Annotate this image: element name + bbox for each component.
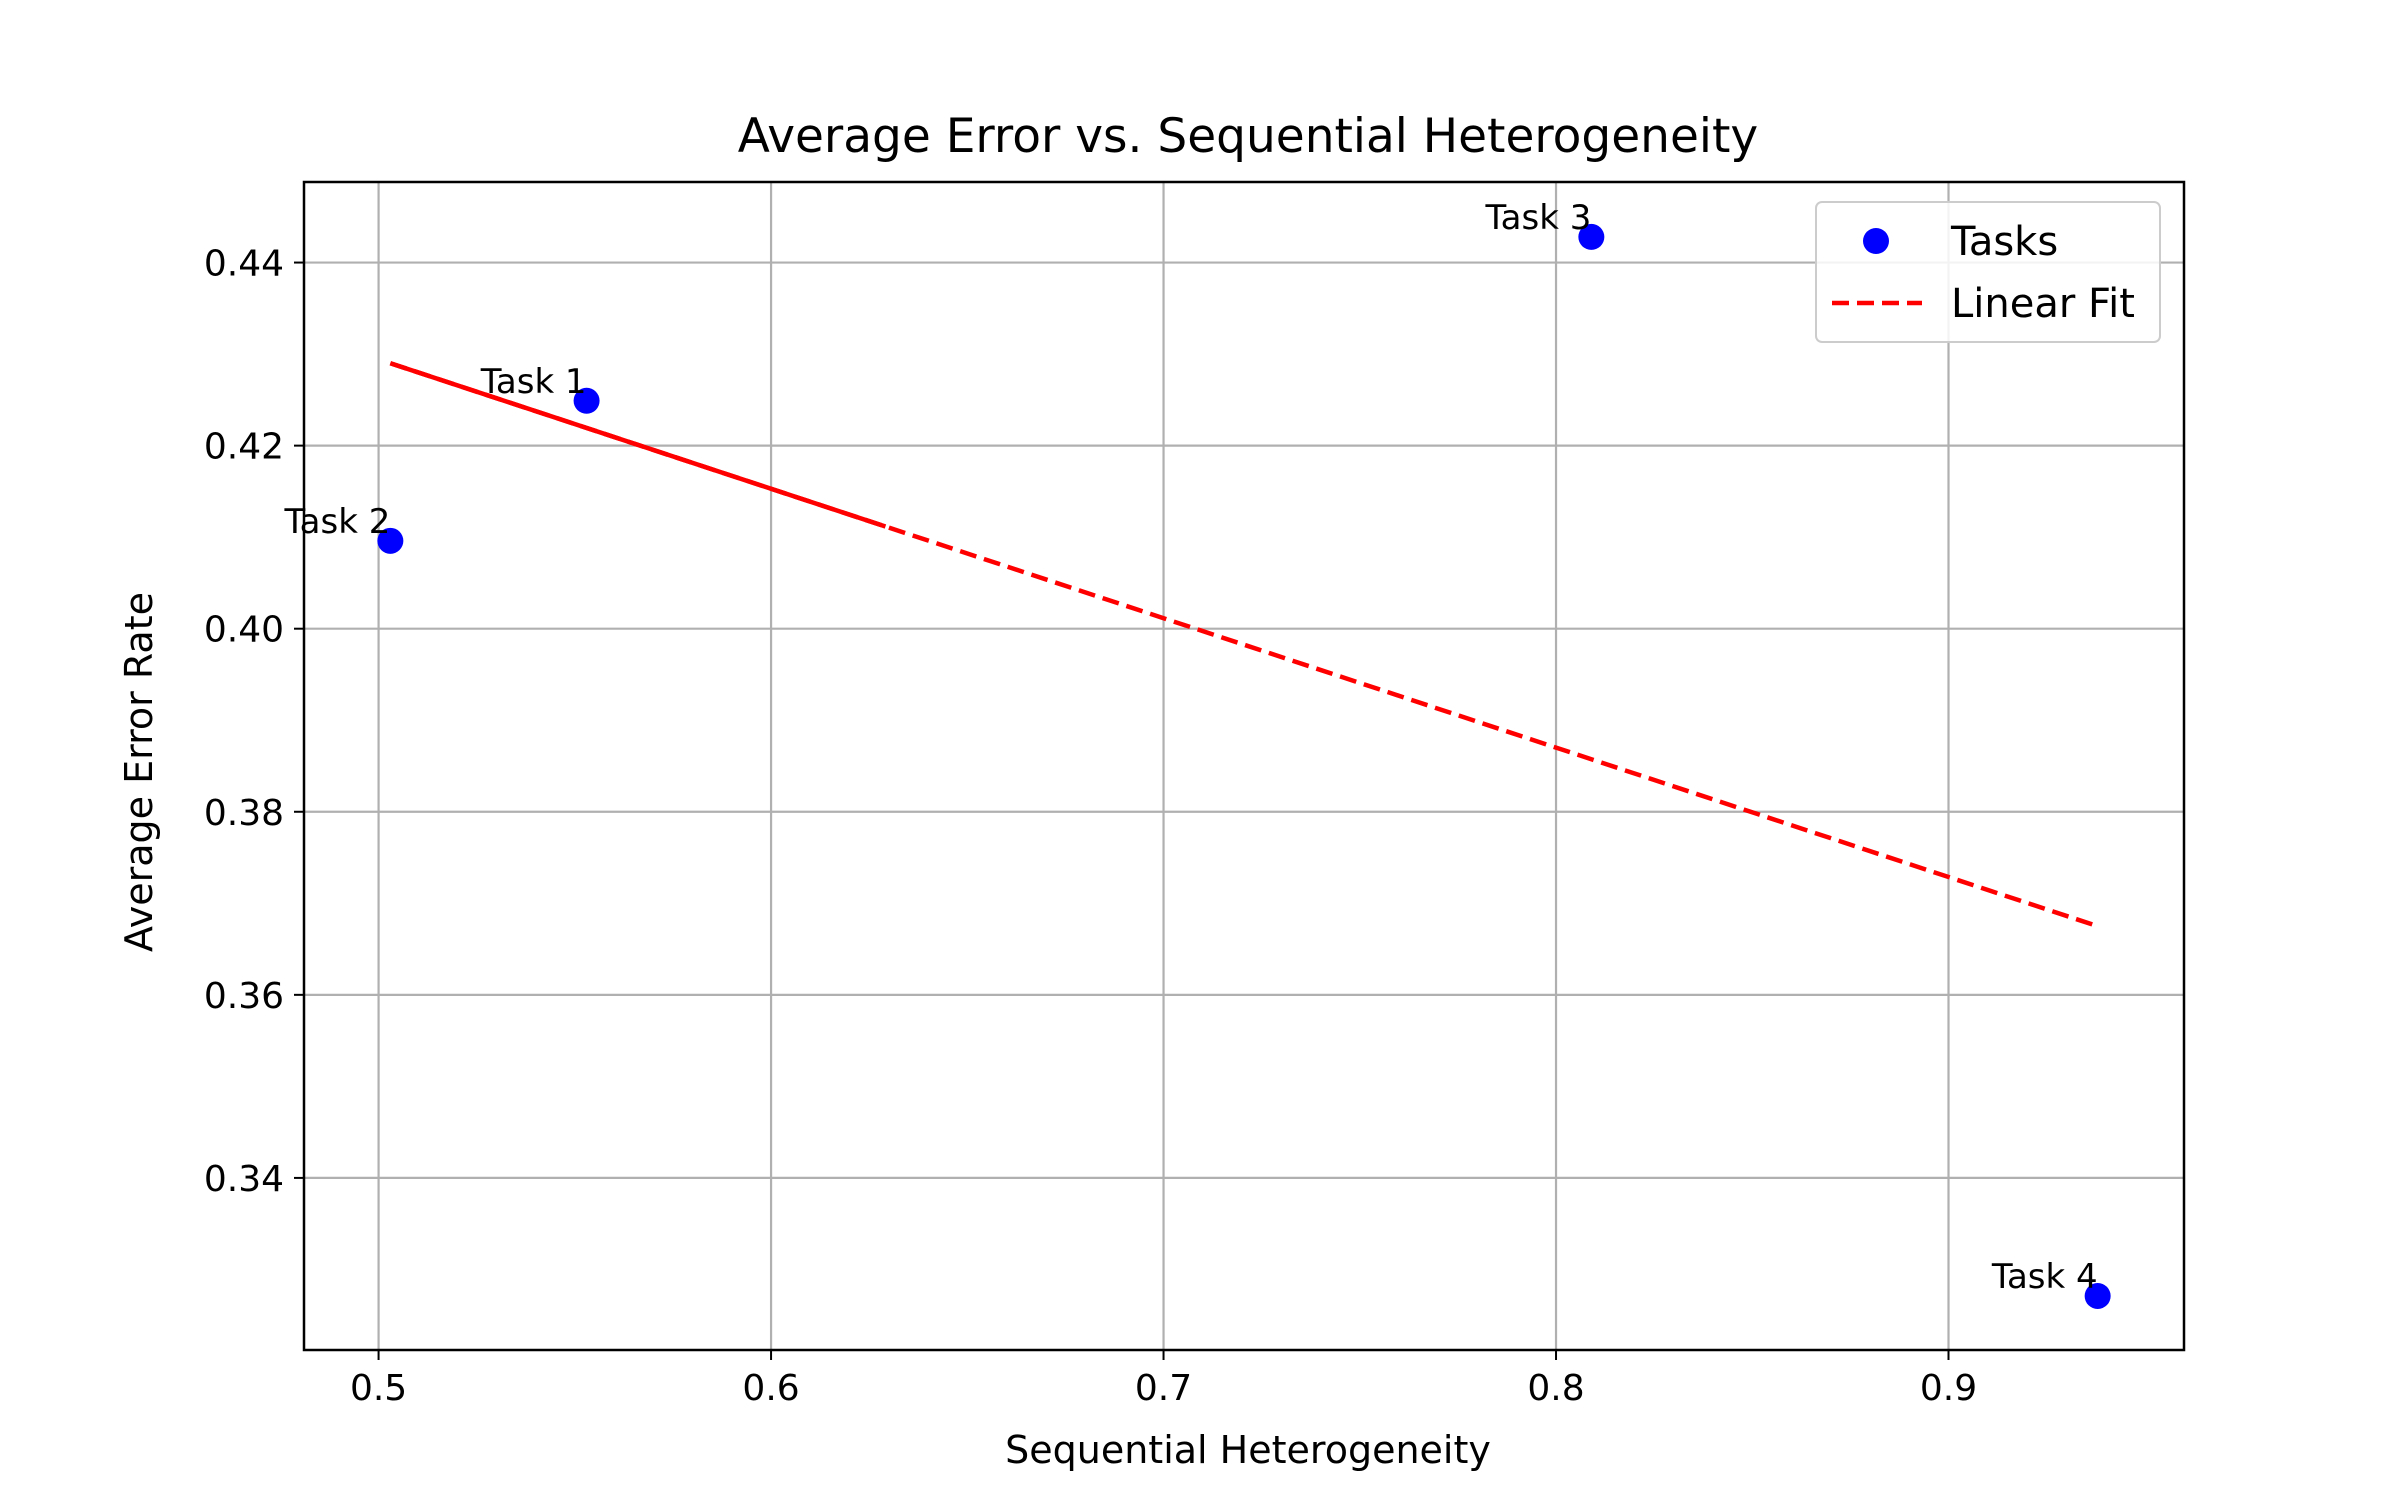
- y-tick-label: 0.40: [204, 610, 284, 651]
- point-label: Task 3: [1485, 198, 1592, 238]
- y-tick-label: 0.42: [204, 427, 284, 468]
- plot-frame: [302, 180, 2186, 1352]
- x-tick-label: 0.7: [1135, 1368, 1192, 1409]
- point-label: Task 4: [1991, 1257, 2098, 1297]
- y-axis-label: Average Error Rate: [117, 592, 161, 952]
- scatter-point: [1578, 223, 1605, 250]
- linear-fit-layer: [389, 361, 2099, 929]
- y-tick-label: 0.34: [204, 1159, 284, 1200]
- point-label: Task 2: [284, 502, 391, 542]
- linear-fit-line-solid: [389, 361, 887, 529]
- y-tick-label: 0.44: [204, 244, 284, 285]
- scatter-point: [377, 527, 404, 554]
- legend-box: [1815, 201, 2161, 343]
- point-label: Task 1: [480, 362, 587, 402]
- x-tick-label: 0.8: [1527, 1368, 1584, 1409]
- data-points-layer: Task 1 Task 2 Task 3 Task 4: [284, 198, 2111, 1309]
- x-tick-label: 0.9: [1920, 1368, 1977, 1409]
- legend: Tasks Linear Fit: [1815, 201, 2161, 343]
- scatter-point: [573, 387, 600, 414]
- legend-marker-tasks: [1863, 228, 1889, 254]
- x-tick-label: 0.5: [350, 1368, 407, 1409]
- axis-ticks: 0.5 0.6 0.7 0.8 0.9 0.34 0.36 0.38 0.40 0.42 0.44: [204, 244, 1977, 1409]
- y-tick-label: 0.38: [204, 793, 284, 834]
- legend-label-fit: Linear Fit: [1951, 281, 2135, 327]
- y-tick-label: 0.36: [204, 976, 284, 1017]
- chart-title: Average Error vs. Sequential Heterogenei…: [738, 109, 1758, 164]
- x-axis-label: Sequential Heterogeneity: [1005, 1428, 1491, 1472]
- x-tick-label: 0.6: [742, 1368, 799, 1409]
- legend-label-tasks: Tasks: [1950, 219, 2058, 265]
- scatter-point: [2084, 1282, 2111, 1309]
